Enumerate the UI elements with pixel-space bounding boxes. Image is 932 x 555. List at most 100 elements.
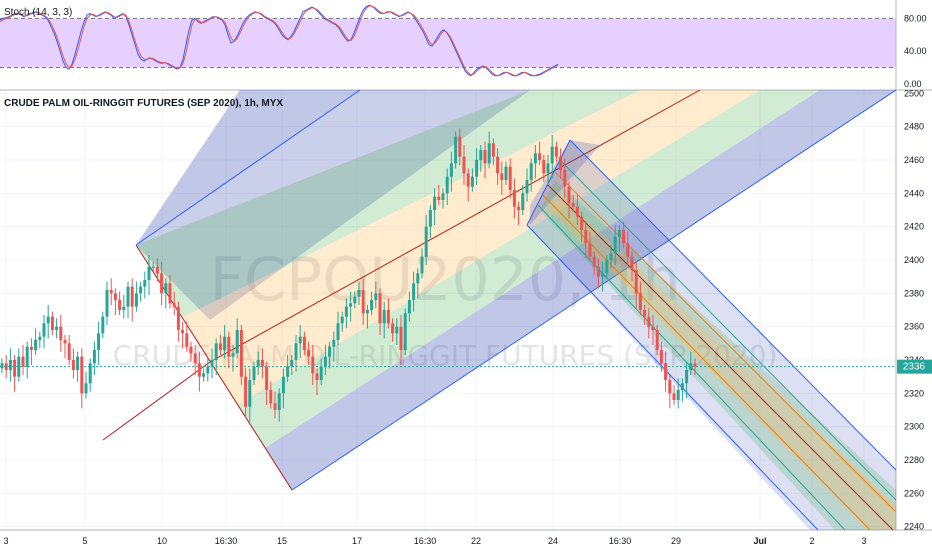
price-tick-label: 2260	[904, 488, 924, 498]
stoch-k-line	[0, 4, 559, 77]
price-tick-label: 2500	[904, 88, 924, 98]
price-tick-label: 2380	[904, 288, 924, 298]
candle-body	[622, 230, 626, 244]
candle-body	[59, 326, 63, 340]
price-tick-label: 2320	[904, 388, 924, 398]
time-tick-label: 29	[671, 536, 681, 546]
candle-body	[185, 333, 189, 347]
candle-body	[554, 146, 558, 157]
candle-body	[50, 316, 54, 330]
candle-body	[46, 316, 50, 324]
candle-body	[134, 293, 138, 307]
candle-body	[290, 360, 294, 367]
candle-body	[538, 153, 542, 160]
stoch-tick-label: 80.00	[904, 13, 927, 23]
candle-body	[613, 236, 617, 254]
candle-body	[4, 363, 8, 370]
pitchfork-down-orange-tine-2	[542, 194, 871, 531]
candle-body	[374, 293, 378, 300]
pitchfork-up-upper-tine	[135, 89, 361, 246]
stoch-ticks: 80.00 40.00 0.00	[904, 13, 927, 89]
candle-body	[370, 300, 374, 310]
candle-body	[126, 286, 130, 307]
candle-body	[651, 326, 655, 330]
stoch-tick-label: 40.00	[904, 46, 927, 56]
stoch-d-line	[0, 5, 559, 77]
candle-body	[676, 390, 680, 400]
candle-body	[42, 323, 46, 337]
candle-body	[416, 273, 420, 284]
candle-body	[210, 360, 214, 367]
candle-body	[336, 323, 340, 340]
candle-body	[525, 180, 529, 194]
price-tick-label: 2420	[904, 222, 924, 232]
pitchfork-up-zone-orange-2	[210, 90, 760, 405]
candle-body	[323, 356, 327, 367]
candle-body	[302, 336, 306, 350]
candle-body	[235, 330, 239, 354]
candle-body	[147, 266, 151, 280]
candle-body	[571, 203, 575, 207]
candle-body	[319, 366, 323, 380]
time-tick-label: 16:30	[215, 536, 238, 546]
candle-body	[92, 350, 96, 364]
candle-body	[580, 216, 584, 230]
candle-body	[454, 136, 458, 164]
time-tick-label: 3	[861, 536, 866, 546]
candle-body	[407, 300, 411, 314]
candle-body	[647, 316, 651, 327]
price-tick-label: 2400	[904, 255, 924, 265]
candle-body	[584, 230, 588, 244]
candle-body	[512, 190, 516, 207]
candle-body	[248, 380, 252, 407]
candle-body	[155, 266, 159, 274]
candle-body	[349, 303, 353, 307]
candle-body	[34, 340, 38, 350]
pitchfork-up-zone-green-1	[136, 90, 640, 317]
candle-body	[428, 210, 432, 227]
candle-body	[118, 300, 122, 310]
candle-body	[67, 343, 71, 360]
candle-body	[231, 353, 235, 357]
candle-body	[328, 346, 332, 357]
candle-body	[97, 333, 101, 350]
candle-body	[88, 363, 92, 384]
candle-body	[25, 346, 29, 367]
candle-body	[361, 290, 365, 314]
candle-body	[487, 143, 491, 164]
candle-body	[395, 326, 399, 334]
candle-body	[172, 303, 176, 307]
price-tick-label: 2480	[904, 122, 924, 132]
candle-body	[550, 146, 554, 164]
pitchfork-down-upper-tine	[569, 139, 897, 471]
candle-body	[315, 373, 319, 380]
candle-body	[659, 350, 663, 364]
candle-body	[533, 153, 537, 164]
candles	[0, 128, 697, 422]
pitchfork-down-green-tine-1	[559, 159, 897, 501]
candle-body	[559, 156, 563, 170]
pitchfork-up-zone-green-2	[237, 90, 820, 448]
candle-body	[122, 306, 126, 310]
candle-body	[521, 193, 525, 210]
price-tick-label: 2460	[904, 155, 924, 165]
candle-body	[193, 353, 197, 364]
candle-body	[340, 316, 344, 324]
candle-body	[504, 166, 508, 180]
candle-body	[601, 273, 605, 277]
candle-body	[617, 230, 621, 237]
candle-body	[63, 340, 67, 344]
price-tick-label: 2240	[904, 522, 924, 532]
candle-body	[105, 290, 109, 317]
stoch-label: Stoch (14, 3, 3)	[4, 7, 72, 18]
candle-body	[483, 150, 487, 164]
candle-body	[109, 290, 113, 294]
last-price-badge	[897, 359, 932, 374]
pitchfork-down-orange-tine-1	[554, 171, 897, 513]
candle-body	[458, 136, 462, 157]
candle-body	[680, 383, 684, 390]
candle-body	[0, 363, 4, 369]
price-tick-label: 2440	[904, 188, 924, 198]
time-tick-label: Jul	[753, 536, 766, 546]
